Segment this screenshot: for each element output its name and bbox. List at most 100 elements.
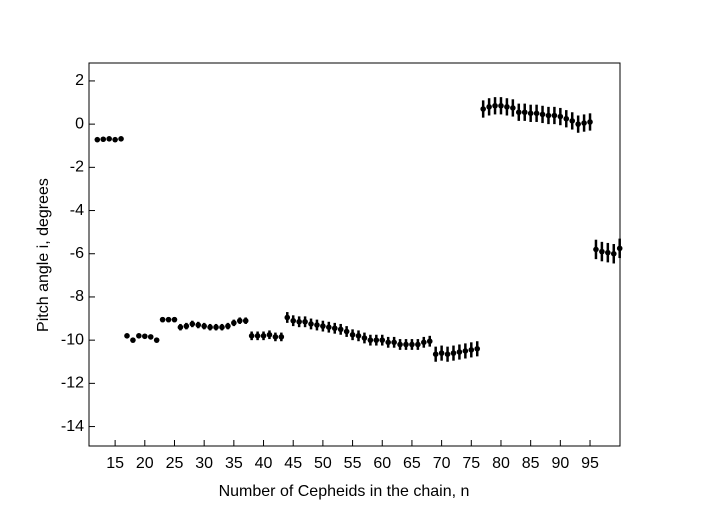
point bbox=[450, 350, 457, 356]
point bbox=[581, 120, 587, 126]
point bbox=[498, 102, 504, 109]
point bbox=[373, 337, 380, 343]
y-tick-label: -12 bbox=[61, 375, 84, 392]
point bbox=[409, 341, 415, 348]
point bbox=[367, 337, 374, 343]
point bbox=[610, 250, 617, 257]
point bbox=[486, 104, 492, 110]
point bbox=[468, 347, 475, 353]
x-tick-label: 30 bbox=[195, 455, 213, 472]
point bbox=[515, 109, 522, 116]
point bbox=[599, 248, 605, 255]
point bbox=[225, 323, 231, 329]
point bbox=[349, 331, 356, 338]
x-tick-label: 20 bbox=[136, 455, 154, 472]
point bbox=[379, 337, 386, 343]
point bbox=[112, 136, 118, 143]
point bbox=[302, 318, 308, 325]
point bbox=[118, 136, 124, 142]
x-tick-label: 85 bbox=[522, 455, 540, 472]
point bbox=[474, 345, 481, 352]
point bbox=[361, 335, 368, 341]
point bbox=[355, 333, 362, 339]
point bbox=[159, 316, 166, 323]
point bbox=[385, 339, 391, 346]
point bbox=[171, 316, 178, 323]
point bbox=[391, 339, 397, 346]
point bbox=[207, 324, 213, 330]
point bbox=[480, 106, 486, 112]
point bbox=[504, 104, 510, 110]
point bbox=[314, 322, 320, 328]
point bbox=[557, 113, 564, 120]
point bbox=[195, 322, 202, 328]
x-tick-label: 65 bbox=[403, 455, 421, 472]
point bbox=[545, 112, 552, 119]
y-tick-label: 0 bbox=[75, 115, 84, 132]
point bbox=[177, 324, 184, 330]
point bbox=[308, 321, 314, 327]
point bbox=[296, 318, 302, 325]
point bbox=[124, 333, 130, 339]
x-tick-label: 90 bbox=[551, 455, 569, 472]
point bbox=[183, 323, 190, 329]
point bbox=[605, 249, 611, 256]
point bbox=[290, 317, 297, 324]
x-axis-label: Number of Cepheids in the chain, n bbox=[219, 483, 470, 500]
x-tick-label: 75 bbox=[462, 455, 480, 472]
plot-frame bbox=[88, 62, 621, 447]
x-tick-label: 25 bbox=[166, 455, 184, 472]
y-tick-label: -8 bbox=[70, 288, 84, 305]
point bbox=[130, 337, 136, 343]
point bbox=[326, 324, 332, 330]
point bbox=[492, 102, 498, 109]
point bbox=[266, 331, 273, 338]
x-tick-label: 15 bbox=[106, 455, 124, 472]
y-tick-label: -2 bbox=[70, 159, 84, 176]
point bbox=[438, 350, 445, 356]
x-tick-label: 55 bbox=[344, 455, 362, 472]
point bbox=[432, 351, 439, 357]
x-tick-label: 45 bbox=[284, 455, 302, 472]
point bbox=[242, 317, 249, 324]
x-tick-label: 95 bbox=[581, 455, 599, 472]
point bbox=[201, 323, 207, 329]
point bbox=[100, 136, 107, 143]
point bbox=[337, 326, 344, 333]
point bbox=[521, 109, 528, 116]
y-axis-label: Pitch angle i, degrees bbox=[35, 178, 52, 332]
point bbox=[343, 328, 350, 335]
y-tick-label: -6 bbox=[70, 245, 84, 262]
point bbox=[136, 333, 142, 339]
point bbox=[231, 320, 237, 326]
point bbox=[106, 136, 112, 142]
point bbox=[569, 118, 576, 124]
point bbox=[539, 111, 546, 118]
point bbox=[403, 341, 409, 348]
x-tick-label: 40 bbox=[255, 455, 273, 472]
point bbox=[616, 245, 623, 252]
point bbox=[421, 339, 427, 346]
point bbox=[415, 341, 421, 348]
point bbox=[260, 333, 267, 339]
point bbox=[444, 351, 451, 357]
point bbox=[189, 321, 196, 327]
point bbox=[94, 136, 101, 143]
point bbox=[331, 325, 338, 332]
point bbox=[272, 334, 279, 340]
x-tick-label: 70 bbox=[433, 455, 451, 472]
point bbox=[284, 314, 291, 321]
point bbox=[142, 333, 148, 340]
x-tick-label: 60 bbox=[373, 455, 391, 472]
point bbox=[593, 246, 599, 253]
point bbox=[510, 105, 516, 111]
point bbox=[426, 338, 433, 345]
point bbox=[320, 323, 326, 329]
point bbox=[551, 112, 558, 119]
point bbox=[527, 110, 534, 117]
x-tick-label: 35 bbox=[225, 455, 243, 472]
point bbox=[533, 110, 540, 117]
point bbox=[147, 334, 154, 340]
point bbox=[236, 317, 243, 324]
